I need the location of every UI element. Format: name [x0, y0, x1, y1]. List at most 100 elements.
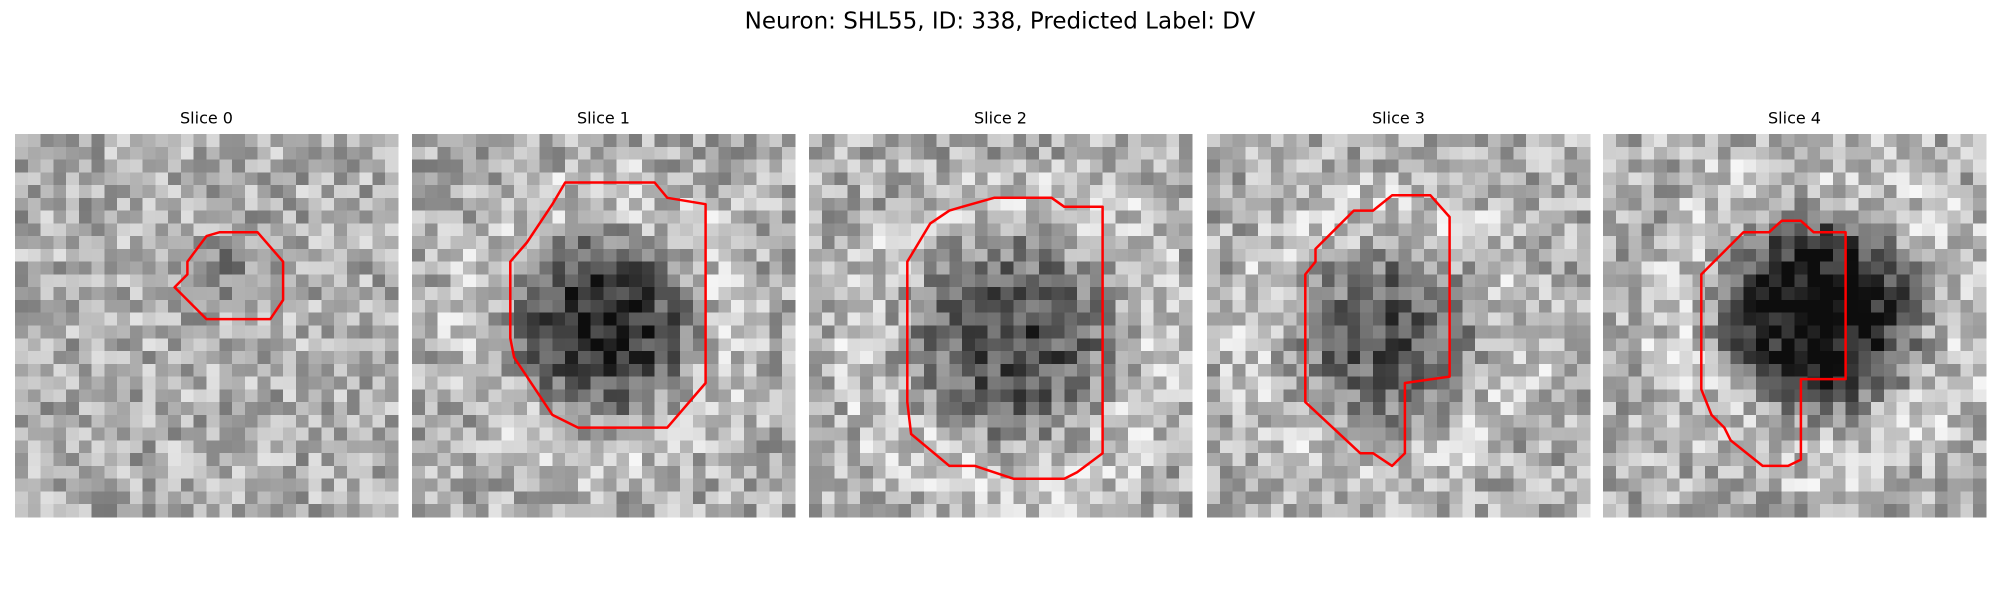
- pixel: [1283, 172, 1297, 186]
- pixel: [1115, 363, 1129, 378]
- pixel: [616, 134, 630, 148]
- pixel: [885, 134, 899, 148]
- pixel: [1615, 363, 1630, 378]
- pixel: [526, 414, 541, 429]
- pixel: [872, 134, 887, 148]
- pixel: [539, 376, 554, 390]
- pixel: [885, 325, 899, 339]
- pixel: [962, 363, 976, 378]
- pixel: [1360, 478, 1374, 493]
- pixel: [180, 325, 195, 339]
- pixel: [385, 478, 399, 493]
- pixel: [15, 159, 29, 173]
- pixel: [667, 465, 681, 480]
- pixel: [1179, 312, 1193, 327]
- pixel: [244, 325, 259, 339]
- pixel: [283, 299, 297, 314]
- pixel: [756, 338, 771, 352]
- pixel: [1871, 478, 1885, 493]
- pixel: [629, 223, 643, 237]
- pixel: [1360, 261, 1374, 276]
- pixel: [1909, 134, 1923, 148]
- pixel: [1140, 414, 1155, 429]
- pixel: [1258, 172, 1272, 186]
- pixel: [1666, 197, 1681, 212]
- pixel: [987, 491, 1002, 505]
- pixel: [1077, 504, 1091, 518]
- pixel: [1232, 440, 1246, 454]
- pixel: [718, 134, 732, 148]
- pixel: [590, 185, 605, 199]
- pixel: [308, 453, 322, 467]
- pixel: [1089, 159, 1104, 173]
- pixel: [1283, 159, 1297, 173]
- pixel: [334, 146, 348, 161]
- pixel: [705, 172, 719, 186]
- pixel: [1832, 146, 1847, 161]
- pixel: [1166, 427, 1180, 441]
- pixel: [1717, 453, 1732, 467]
- pixel: [834, 146, 848, 161]
- pixel: [692, 248, 707, 263]
- pixel: [1756, 389, 1770, 403]
- pixel: [1845, 338, 1859, 352]
- pixel: [718, 223, 732, 237]
- pixel: [1820, 274, 1834, 288]
- pixel: [1500, 236, 1514, 250]
- pixel: [898, 465, 912, 480]
- pixel: [180, 389, 195, 403]
- pixel: [1424, 299, 1438, 314]
- pixel: [680, 236, 694, 250]
- pixel: [1449, 172, 1463, 186]
- pixel: [1026, 261, 1040, 276]
- pixel: [1219, 248, 1234, 263]
- pixel: [270, 465, 284, 480]
- pixel: [539, 427, 554, 441]
- pixel: [1960, 414, 1974, 429]
- pixel: [1858, 376, 1872, 390]
- pixel: [603, 248, 617, 263]
- pixel: [1153, 287, 1168, 301]
- pixel: [936, 478, 951, 493]
- pixel: [1743, 159, 1757, 173]
- pixel: [437, 465, 451, 480]
- pixel: [1526, 427, 1540, 441]
- pixel: [1832, 223, 1847, 237]
- pixel: [731, 389, 745, 403]
- pixel: [283, 376, 297, 390]
- pixel: [1883, 223, 1898, 237]
- pixel: [1207, 465, 1221, 480]
- pixel: [1140, 248, 1155, 263]
- pixel: [1207, 159, 1221, 173]
- pixel: [193, 363, 208, 378]
- pixel: [27, 312, 42, 327]
- pixel: [1347, 146, 1361, 161]
- pixel: [565, 248, 579, 263]
- pixel: [1934, 185, 1949, 199]
- pixel: [1153, 427, 1168, 441]
- pixel: [911, 414, 925, 429]
- pixel: [692, 185, 707, 199]
- pixel: [526, 440, 541, 454]
- pixel: [590, 134, 605, 148]
- pixel: [1296, 389, 1310, 403]
- pixel: [1756, 427, 1770, 441]
- pixel: [1538, 274, 1553, 288]
- pixel: [1000, 402, 1014, 416]
- pixel: [270, 376, 284, 390]
- pixel: [1641, 274, 1655, 288]
- pixel: [911, 134, 925, 148]
- pixel: [1283, 440, 1297, 454]
- pixel: [66, 159, 80, 173]
- pixel: [629, 478, 643, 493]
- pixel: [1411, 172, 1425, 186]
- pixel: [129, 299, 144, 314]
- pixel: [1321, 453, 1336, 467]
- pixel: [667, 363, 681, 378]
- pixel: [1372, 414, 1387, 429]
- pixel: [1207, 440, 1221, 454]
- pixel: [232, 287, 246, 301]
- pixel: [117, 210, 131, 224]
- pixel: [1577, 376, 1591, 390]
- pixel: [1654, 159, 1668, 173]
